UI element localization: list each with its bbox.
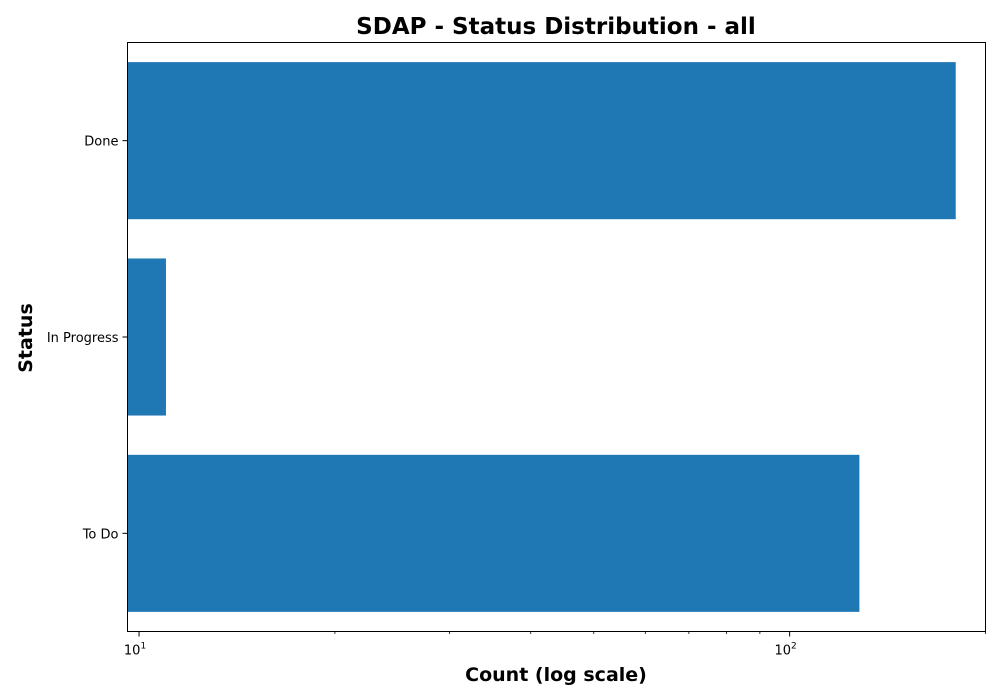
bars-group: [127, 62, 956, 612]
x-axis-label: Count (log scale): [465, 664, 647, 686]
y-tick-label-to-do: To Do: [82, 527, 119, 542]
y-ticks: Done In Progress To Do: [47, 135, 128, 542]
y-tick-label-done: Done: [84, 135, 118, 150]
bar-to-do: [127, 454, 860, 612]
bar-in-progress: [127, 258, 166, 416]
plot-frame: [127, 42, 986, 632]
x-tick-label: 102: [775, 642, 797, 659]
bar-done: [127, 62, 956, 220]
y-axis-label: Status: [15, 303, 37, 373]
chart-title: SDAP - Status Distribution - all: [356, 14, 756, 40]
x-tick-label: 101: [124, 642, 146, 659]
x-ticks: 101 102: [124, 631, 986, 659]
y-tick-label-in-progress: In Progress: [47, 331, 119, 346]
